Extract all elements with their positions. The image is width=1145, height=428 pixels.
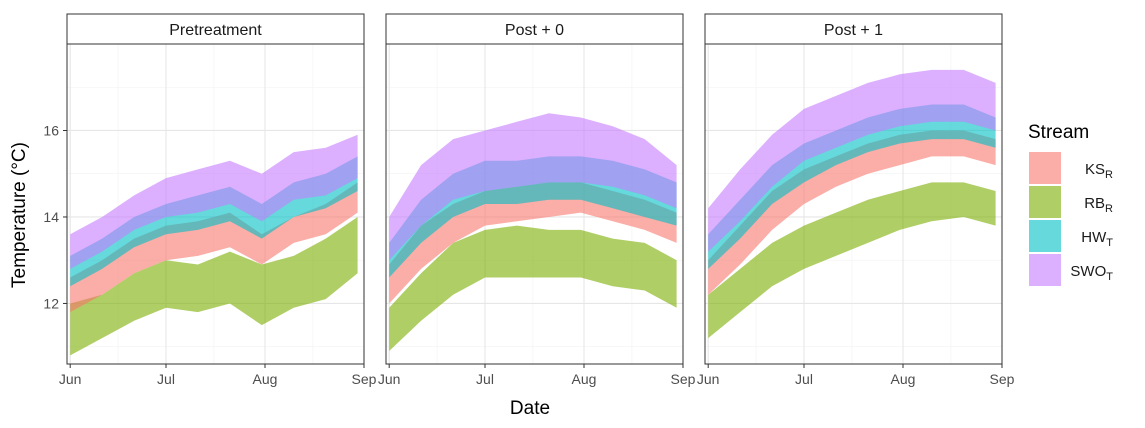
x-tick-label: Jun bbox=[59, 371, 82, 387]
facet-strip bbox=[704, 13, 1003, 45]
legend-item-hw: HWT bbox=[1029, 220, 1113, 252]
x-tick-label: Jun bbox=[697, 371, 720, 387]
ribbon-rb bbox=[708, 182, 996, 339]
legend-label: SWOT bbox=[1070, 263, 1113, 283]
legend-label-base: SWO bbox=[1070, 263, 1106, 280]
y-tick-label: 12 bbox=[43, 295, 59, 311]
x-tick-label: Aug bbox=[253, 371, 278, 387]
facet-panels: Pretreatment Jun Jul Aug Sep 12 14 16 Post + 0 Ju… bbox=[43, 13, 1015, 387]
facet-title: Post + 0 bbox=[505, 22, 564, 39]
x-tick-label: Jul bbox=[476, 371, 494, 387]
x-tick-label: Aug bbox=[572, 371, 597, 387]
facet-strip bbox=[385, 13, 684, 45]
legend-title: Stream bbox=[1028, 122, 1089, 143]
ribbon-swo bbox=[70, 134, 358, 269]
x-tick-label: Jun bbox=[378, 371, 401, 387]
legend-item-rb: RBR bbox=[1029, 186, 1113, 218]
ribbon-ks bbox=[708, 130, 996, 295]
legend-label: KSR bbox=[1085, 161, 1113, 181]
legend-label-base: KS bbox=[1085, 161, 1105, 178]
legend-item-swo: SWOT bbox=[1029, 254, 1113, 286]
legend-label-subscript: T bbox=[1106, 237, 1113, 249]
x-tick-label: Jul bbox=[795, 371, 813, 387]
panel-border bbox=[385, 43, 684, 365]
legend-label: HWT bbox=[1081, 229, 1113, 249]
legend-label-subscript: R bbox=[1105, 169, 1113, 181]
legend-item-ks: KSR bbox=[1029, 152, 1113, 184]
facet-title: Post + 1 bbox=[824, 22, 883, 39]
ribbon-swo bbox=[708, 69, 996, 252]
legend-label-base: RB bbox=[1084, 195, 1105, 212]
panel-3: Post + 1 Jun Jul Aug Sep bbox=[697, 13, 1015, 387]
ribbon-ks bbox=[70, 182, 358, 313]
ribbon-swo bbox=[389, 113, 677, 261]
x-tick-label: Sep bbox=[671, 371, 696, 387]
panel-1: Pretreatment Jun Jul Aug Sep 12 14 16 bbox=[43, 13, 377, 387]
y-tick-label: 16 bbox=[43, 122, 59, 138]
panel-2: Post + 0 Jun Jul Aug Sep bbox=[378, 13, 696, 387]
panel-border bbox=[66, 43, 365, 365]
legend-key bbox=[1029, 186, 1061, 218]
legend-label-base: HW bbox=[1081, 229, 1107, 246]
ribbon-rb bbox=[70, 217, 358, 356]
x-tick-label: Sep bbox=[352, 371, 377, 387]
legend-label-subscript: R bbox=[1105, 203, 1113, 215]
x-axis-title: Date bbox=[510, 398, 550, 419]
x-tick-label: Jul bbox=[157, 371, 175, 387]
x-tick-label: Sep bbox=[990, 371, 1015, 387]
legend-key bbox=[1029, 254, 1061, 286]
y-axis-title: Temperature (°C) bbox=[9, 142, 30, 288]
legend-label-subscript: T bbox=[1106, 271, 1113, 283]
y-tick-label: 14 bbox=[43, 209, 59, 225]
x-tick-label: Aug bbox=[891, 371, 916, 387]
facet-title: Pretreatment bbox=[169, 22, 262, 39]
facet-strip bbox=[66, 13, 365, 45]
legend-key bbox=[1029, 152, 1061, 184]
panel-border bbox=[704, 43, 1003, 365]
legend-label: RBR bbox=[1084, 195, 1113, 215]
legend-key bbox=[1029, 220, 1061, 252]
ribbon-rb bbox=[389, 225, 677, 351]
